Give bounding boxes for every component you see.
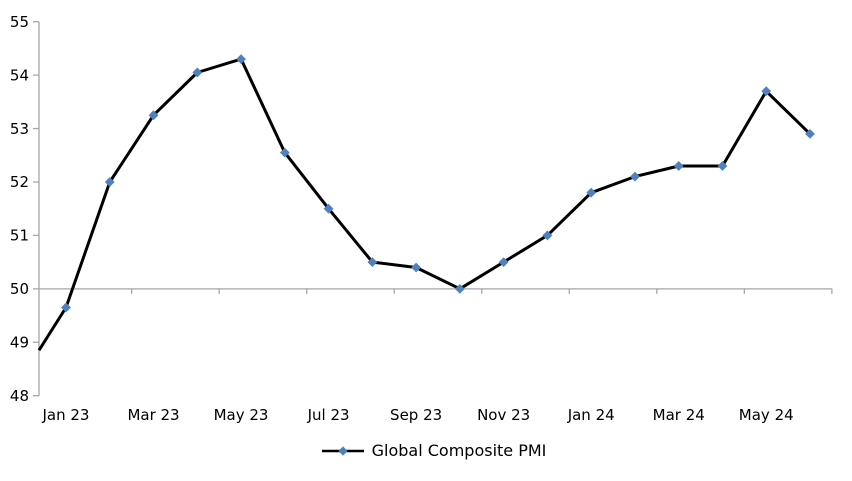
- data-point-marker: [454, 283, 465, 294]
- x-axis-tick-label: Mar 23: [127, 406, 179, 424]
- data-point-marker: [61, 302, 71, 313]
- x-axis-tick-label: Jul 23: [307, 406, 350, 424]
- x-axis-tick-label: May 24: [739, 406, 794, 424]
- data-point-marker: [192, 67, 203, 78]
- data-point-marker: [323, 203, 334, 214]
- data-point-marker: [542, 230, 553, 241]
- data-point-marker: [805, 129, 815, 139]
- legend-diamond-icon: [338, 445, 348, 456]
- y-axis-tick-label: 52: [10, 173, 29, 191]
- data-point-marker: [630, 171, 640, 182]
- legend-series-swatch-icon: [321, 445, 364, 456]
- data-point-marker: [717, 161, 728, 171]
- legend-label: Global Composite PMI: [371, 441, 547, 460]
- y-axis-tick-label: 55: [10, 13, 29, 31]
- data-point-marker: [761, 86, 772, 97]
- data-point-marker: [236, 54, 246, 64]
- y-axis-tick-label: 49: [10, 333, 29, 351]
- data-point-marker: [498, 257, 509, 268]
- pmi-series-line: [37, 57, 812, 352]
- data-point-marker: [279, 147, 290, 158]
- data-point-marker: [673, 161, 684, 171]
- data-point-marker: [586, 187, 597, 198]
- x-axis-tick-label: Nov 23: [477, 406, 530, 424]
- y-axis-tick-label: 48: [10, 387, 29, 405]
- x-axis-tick-label: Jan 24: [567, 406, 615, 424]
- data-point-marker: [148, 110, 159, 121]
- x-axis-tick-label: May 23: [214, 406, 269, 424]
- y-axis-tick-label: 54: [10, 66, 29, 84]
- data-point-marker: [104, 177, 115, 187]
- data-point-marker: [367, 257, 378, 268]
- x-axis-tick-label: Jan 23: [42, 406, 90, 424]
- y-axis-tick-label: 53: [10, 120, 29, 138]
- legend: Global Composite PMI: [8, 441, 852, 460]
- x-axis-tick-label: Sep 23: [390, 406, 442, 424]
- data-point-marker: [411, 262, 422, 273]
- x-axis-tick-label: Mar 24: [653, 406, 705, 424]
- y-axis-tick-label: 50: [10, 280, 29, 298]
- y-axis-tick-label: 51: [10, 227, 29, 245]
